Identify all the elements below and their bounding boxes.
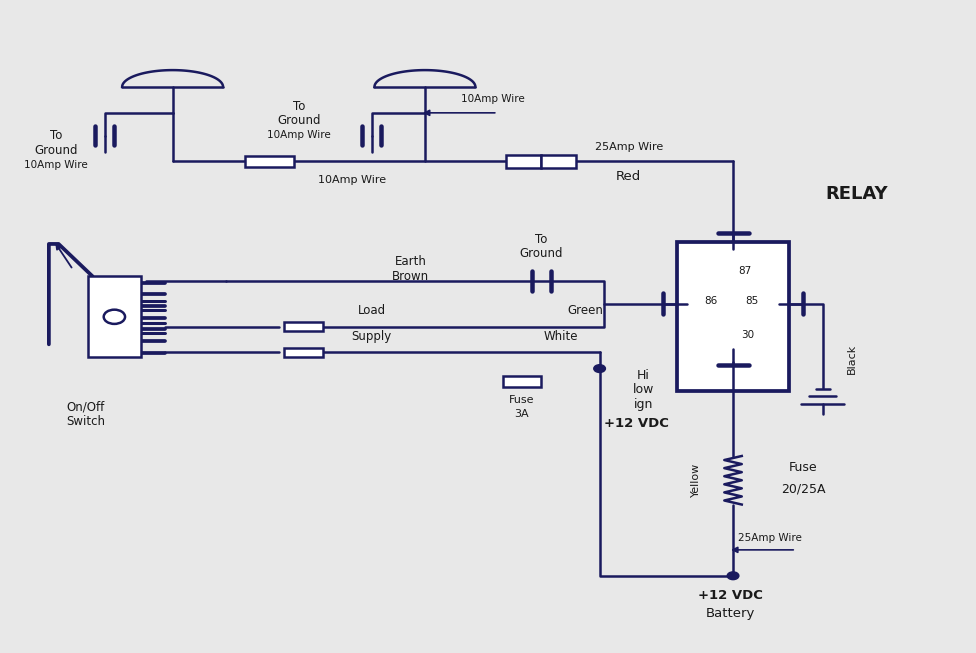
Text: Red: Red xyxy=(616,170,641,183)
Text: Ground: Ground xyxy=(519,247,563,261)
Text: Fuse: Fuse xyxy=(509,394,535,405)
Text: 25Amp Wire: 25Amp Wire xyxy=(738,534,802,543)
Text: Ground: Ground xyxy=(34,144,78,157)
Text: +12 VDC: +12 VDC xyxy=(604,417,669,430)
Bar xyxy=(677,242,789,391)
Text: Brown: Brown xyxy=(391,270,428,283)
Bar xyxy=(542,155,576,168)
Text: ign: ign xyxy=(633,398,653,411)
Bar xyxy=(503,376,542,387)
Circle shape xyxy=(727,572,739,580)
Text: On/Off: On/Off xyxy=(66,401,104,414)
Text: 20/25A: 20/25A xyxy=(781,482,826,495)
Text: Green: Green xyxy=(567,304,603,317)
Text: Switch: Switch xyxy=(65,415,104,428)
Text: Load: Load xyxy=(357,304,386,317)
Text: 10Amp Wire: 10Amp Wire xyxy=(461,93,525,104)
Text: 10Amp Wire: 10Amp Wire xyxy=(24,159,88,170)
Text: Battery: Battery xyxy=(706,607,755,620)
Text: RELAY: RELAY xyxy=(826,185,888,203)
Text: White: White xyxy=(544,330,578,343)
Text: To: To xyxy=(535,232,548,246)
Text: Earth: Earth xyxy=(394,255,427,268)
Circle shape xyxy=(593,364,605,372)
Bar xyxy=(507,155,542,168)
Text: 3A: 3A xyxy=(514,409,529,419)
Text: Black: Black xyxy=(847,343,857,374)
Text: 25Amp Wire: 25Amp Wire xyxy=(594,142,663,152)
Text: low: low xyxy=(632,383,654,396)
Text: +12 VDC: +12 VDC xyxy=(698,589,763,601)
Text: 10Amp Wire: 10Amp Wire xyxy=(318,174,386,185)
Text: 10Amp Wire: 10Amp Wire xyxy=(266,130,331,140)
Bar xyxy=(284,322,323,331)
Text: 87: 87 xyxy=(738,266,752,276)
Text: Hi: Hi xyxy=(636,368,650,381)
Bar xyxy=(284,347,323,357)
Text: Ground: Ground xyxy=(277,114,320,127)
Bar xyxy=(245,156,294,167)
Text: 86: 86 xyxy=(705,296,717,306)
Text: To: To xyxy=(50,129,62,142)
Text: Fuse: Fuse xyxy=(789,461,818,474)
Bar xyxy=(88,276,142,357)
Text: 30: 30 xyxy=(741,330,754,340)
Text: Yellow: Yellow xyxy=(691,463,701,498)
Text: Supply: Supply xyxy=(351,330,391,343)
Text: To: To xyxy=(293,100,305,113)
Text: 85: 85 xyxy=(746,296,758,306)
